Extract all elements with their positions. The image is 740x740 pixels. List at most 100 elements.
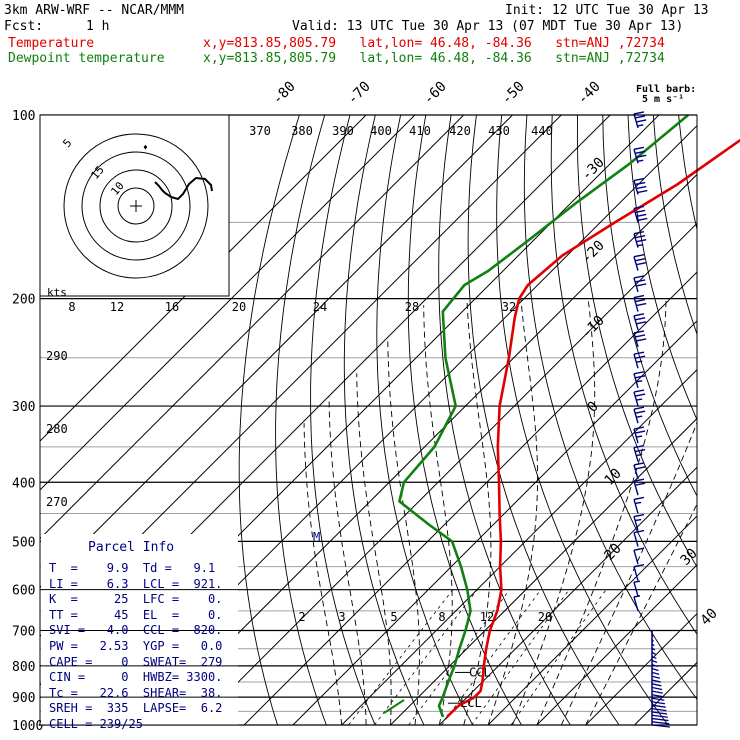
- parcel-info-row: SVI = 4.0 CCL = 820.: [49, 623, 223, 638]
- dry-adiabat: [275, 115, 327, 725]
- moist-adiabat: [303, 423, 343, 725]
- isotherm-label: 10: [602, 466, 625, 489]
- parcel-info-row: T = 9.9 Td = 9.1: [49, 561, 216, 575]
- speed-label: 16: [165, 300, 179, 314]
- dry-adiabat: [729, 115, 740, 738]
- mixing-ratio-line: [348, 589, 454, 725]
- isotherm-line: [40, 115, 465, 540]
- theta-label: 370: [249, 124, 271, 138]
- hodograph-ring: [99, 169, 173, 243]
- theta-label: 430: [488, 124, 510, 138]
- theta-label: 400: [370, 124, 392, 138]
- isotherm-line: [487, 515, 697, 725]
- wind-barb: [633, 389, 646, 407]
- dry-adiabat: [376, 115, 474, 725]
- mixing-ratio-line: [374, 589, 478, 725]
- pressure-label: 700: [12, 625, 35, 640]
- parcel-info-row: K = 25 LFC = 0.: [49, 592, 223, 607]
- ccl-label: CCL: [469, 665, 491, 679]
- moist-adiabat: [356, 373, 392, 725]
- isotherm-line: [194, 222, 697, 725]
- dry-adiabat: [496, 115, 669, 725]
- pressure-label: 900: [12, 691, 35, 706]
- speed-label: 20: [232, 300, 246, 314]
- dry-adiabat: [238, 115, 300, 725]
- legend-temperature: Temperature: [8, 36, 95, 51]
- wind-barb: [633, 294, 647, 312]
- wind-barb: [633, 529, 645, 547]
- parcel-info-row: Tc = 22.6 SHEAR= 38.: [49, 685, 223, 700]
- mixing-ratio-label: 3: [338, 610, 345, 624]
- wind-barb: [633, 478, 646, 496]
- isotherm-line: [438, 466, 697, 725]
- dry-adiabat: [627, 115, 697, 421]
- dry-adiabat: [602, 115, 697, 497]
- wind-barb: [633, 580, 641, 597]
- parcel-info-row: TT = 45 EL = 0.: [49, 607, 223, 622]
- wind-barb: [633, 444, 646, 462]
- theta-label: 420: [449, 124, 471, 138]
- isotherm-line: [292, 320, 697, 725]
- moist-adiabat: [560, 421, 697, 725]
- dry-adiabat: [704, 115, 740, 738]
- full-barb-units: 5 m s⁻¹: [642, 94, 685, 105]
- isotherm-line: [40, 115, 514, 589]
- parcel-segment: [383, 699, 405, 714]
- wind-barb-low: [651, 630, 671, 728]
- pressure-label: 800: [12, 660, 35, 675]
- wind-barb: [633, 146, 647, 164]
- mixing-ratio-label: 8: [438, 610, 445, 624]
- theta-label: 390: [332, 124, 354, 138]
- parcel-info-row: PW = 2.53 YGP = 0.0: [49, 639, 223, 653]
- isotherm-line: [40, 115, 416, 491]
- mixing-ratio-label: 20: [538, 610, 552, 624]
- mixing-marker: M: [313, 530, 320, 544]
- dry-adiabat: [310, 115, 376, 725]
- dry-adiabat: [576, 115, 697, 568]
- parcel-info-row: SREH = 335 LAPSE= 6.2: [49, 701, 223, 716]
- wind-barb: [633, 205, 648, 223]
- speed-label: 28: [405, 300, 419, 314]
- lcl-label: LCL: [460, 696, 482, 710]
- theta-left-label: 270: [46, 495, 68, 509]
- isotherm-line: [584, 612, 697, 725]
- speed-label: 24: [313, 300, 327, 314]
- wind-barb: [633, 313, 647, 331]
- wind-barb: [633, 275, 647, 293]
- wind-barb: [633, 111, 647, 129]
- hodograph-ring: [81, 151, 191, 261]
- theta-label: 440: [531, 124, 553, 138]
- isotherm-line: [40, 115, 367, 442]
- valid-time: Valid: 13 UTC Tue 30 Apr 13 (07 MDT Tue …: [292, 19, 684, 34]
- parcel-info-row: CIN = 0 HWBZ= 3300.: [49, 670, 223, 685]
- parcel-info-box: [41, 534, 238, 725]
- isotherm-line: [340, 368, 697, 725]
- isotherm-label: 20: [602, 541, 625, 564]
- parcel-info-row: CAPE = 0 SWEAT= 279: [49, 654, 223, 669]
- speed-label: 12: [110, 300, 124, 314]
- isotherm-line: [389, 417, 697, 725]
- moist-adiabat: [328, 397, 367, 725]
- dewpoint-profile: [398, 114, 690, 718]
- wind-barb: [633, 595, 641, 612]
- wind-barb: [633, 177, 648, 195]
- mixing-ratio-line: [441, 589, 542, 725]
- dry-adiabat: [407, 115, 523, 725]
- speed-label: 32: [502, 300, 516, 314]
- hodograph-marker: ♦: [143, 143, 148, 152]
- isotherm-label: -60: [421, 79, 450, 108]
- isotherm-line: [145, 173, 697, 725]
- isotherm-label: 40: [698, 606, 721, 629]
- moist-adiabat: [536, 298, 667, 725]
- wind-barb: [633, 371, 646, 388]
- wind-barb: [633, 426, 646, 444]
- forecast-label: Fcst:: [4, 19, 44, 34]
- forecast-hour: 1 h: [86, 19, 110, 34]
- isotherm-line: [243, 271, 697, 725]
- plot-area: [40, 115, 740, 738]
- speed-label: 8: [68, 300, 75, 314]
- pressure-label: 100: [12, 109, 35, 124]
- wind-barb: [633, 547, 645, 565]
- pressure-label: 300: [12, 400, 35, 415]
